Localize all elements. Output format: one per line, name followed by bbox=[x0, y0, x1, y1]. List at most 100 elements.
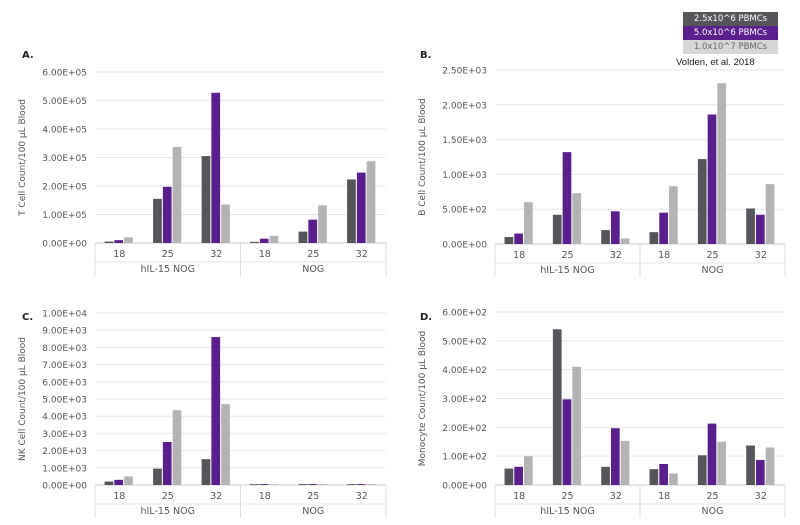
panel-label: B. bbox=[420, 50, 431, 61]
bar-50x106PBMCs-4 bbox=[707, 423, 717, 485]
x-tick-label: 18 bbox=[658, 250, 670, 261]
bar-10x107PBMCs-2 bbox=[221, 204, 230, 243]
bar-50x106PBMCs-0 bbox=[114, 240, 124, 243]
x-tick-label: 25 bbox=[307, 491, 319, 502]
bar-50x106PBMCs-3 bbox=[659, 463, 668, 485]
group-label: hIL-15 NOG bbox=[141, 506, 195, 517]
x-tick-label: 25 bbox=[162, 491, 174, 502]
bar-25x106PBMCs-3 bbox=[250, 241, 259, 243]
bar-10x107PBMCs-4 bbox=[717, 441, 727, 485]
panel-d: D. 0.00E+00 1.00E+02 2.00E+02 3.00E+02 4.00E+… bbox=[418, 309, 786, 518]
bar-10x107PBMCs-3 bbox=[269, 235, 279, 243]
y-axis-label: B Cell Count/100 µL Blood bbox=[418, 98, 428, 216]
bar-25x106PBMCs-0 bbox=[104, 241, 114, 243]
bar-25x106PBMCs-4 bbox=[298, 231, 308, 243]
bar-25x106PBMCs-5 bbox=[347, 179, 356, 243]
x-tick-label: 32 bbox=[356, 249, 368, 260]
bar-25x106PBMCs-2 bbox=[201, 459, 211, 485]
bar-25x106PBMCs-2 bbox=[601, 230, 610, 244]
bar-10x107PBMCs-5 bbox=[765, 184, 775, 244]
bar-25x106PBMCs-4 bbox=[697, 455, 707, 485]
x-tick-label: 32 bbox=[755, 250, 767, 261]
bar-25x106PBMCs-0 bbox=[104, 481, 114, 485]
bar-50x106PBMCs-0 bbox=[114, 479, 124, 485]
x-tick-label: 18 bbox=[113, 491, 125, 502]
bar-25x106PBMCs-1 bbox=[552, 214, 562, 244]
y-tick-label: 3.00E+03 bbox=[42, 430, 87, 440]
bar-25x106PBMCs-2 bbox=[601, 466, 610, 485]
x-tick-label: 25 bbox=[706, 491, 718, 502]
bar-10x107PBMCs-2 bbox=[620, 440, 630, 485]
y-tick-label: 0.00E+00 bbox=[442, 241, 487, 251]
bar-10x107PBMCs-5 bbox=[366, 484, 376, 485]
bar-50x106PBMCs-1 bbox=[162, 186, 172, 243]
y-tick-label: 2.00E+03 bbox=[442, 101, 487, 111]
x-tick-label: 25 bbox=[307, 249, 319, 260]
y-tick-label: 3.00E+05 bbox=[42, 154, 87, 164]
x-tick-label: 32 bbox=[210, 491, 222, 502]
x-tick-label: 18 bbox=[259, 491, 271, 502]
y-tick-label: 1.00E+04 bbox=[42, 310, 87, 320]
bar-10x107PBMCs-4 bbox=[318, 205, 327, 243]
bar-10x107PBMCs-0 bbox=[124, 476, 133, 485]
y-tick-label: 5.00E+02 bbox=[442, 206, 487, 216]
legend-item-0: 2.5x10^6 PBMCs bbox=[683, 12, 778, 26]
bar-25x106PBMCs-3 bbox=[250, 484, 259, 485]
bar-10x107PBMCs-1 bbox=[572, 193, 582, 244]
y-axis-label: Monocyte Count/100 µL Blood bbox=[418, 331, 428, 466]
y-tick-label: 2.00E+03 bbox=[42, 447, 87, 457]
group-label: hIL-15 NOG bbox=[141, 264, 195, 275]
bar-50x106PBMCs-3 bbox=[259, 238, 269, 243]
y-tick-label: 4.00E+05 bbox=[42, 126, 87, 136]
group-label: NOG bbox=[302, 506, 324, 517]
bar-50x106PBMCs-5 bbox=[755, 459, 765, 485]
y-tick-label: 5.00E+05 bbox=[42, 97, 87, 107]
y-tick-label: 5.00E+02 bbox=[442, 337, 487, 347]
panel-a: A. 0.00E+00 1.00E+05 2.00E+05 3.00E+05 4.00E+… bbox=[18, 50, 387, 276]
bar-50x106PBMCs-5 bbox=[755, 214, 765, 244]
bar-10x107PBMCs-0 bbox=[124, 237, 133, 243]
bar-25x106PBMCs-0 bbox=[504, 237, 514, 244]
bar-10x107PBMCs-1 bbox=[172, 146, 182, 243]
bar-50x106PBMCs-1 bbox=[162, 442, 172, 485]
y-tick-label: 0.00E+00 bbox=[42, 240, 87, 250]
x-tick-label: 25 bbox=[706, 250, 718, 261]
group-label: NOG bbox=[702, 506, 724, 517]
bar-50x106PBMCs-5 bbox=[356, 484, 366, 485]
y-tick-label: 2.00E+05 bbox=[42, 183, 87, 193]
panel-label: C. bbox=[22, 312, 33, 323]
y-tick-label: 6.00E+03 bbox=[42, 378, 87, 388]
group-label: hIL-15 NOG bbox=[540, 506, 594, 517]
bar-25x106PBMCs-0 bbox=[504, 468, 514, 485]
bar-10x107PBMCs-5 bbox=[765, 447, 775, 485]
y-tick-label: 2.00E+02 bbox=[442, 424, 487, 434]
x-tick-label: 32 bbox=[755, 491, 767, 502]
bar-25x106PBMCs-5 bbox=[347, 484, 356, 485]
y-axis-label: NK Cell Count/100 µL Blood bbox=[18, 337, 28, 461]
panel-b: B. 0.00E+00 5.00E+02 1.00E+03 1.50E+03 2.00E+… bbox=[418, 50, 786, 277]
bar-10x107PBMCs-3 bbox=[269, 484, 279, 485]
y-tick-label: 9.00E+03 bbox=[42, 327, 87, 337]
y-tick-label: 3.00E+02 bbox=[442, 395, 487, 405]
y-tick-label: 1.00E+05 bbox=[42, 211, 87, 221]
y-tick-label: 1.00E+02 bbox=[442, 453, 487, 463]
y-tick-label: 2.50E+03 bbox=[442, 67, 487, 77]
legend-item-1: 5.0x10^6 PBMCs bbox=[683, 26, 778, 40]
bar-25x106PBMCs-5 bbox=[746, 208, 755, 244]
bar-50x106PBMCs-4 bbox=[308, 219, 318, 243]
y-tick-label: 0.00E+00 bbox=[42, 482, 87, 492]
bar-50x106PBMCs-1 bbox=[562, 399, 572, 485]
y-tick-label: 7.00E+03 bbox=[42, 361, 87, 371]
x-tick-label: 18 bbox=[259, 249, 271, 260]
bar-10x107PBMCs-2 bbox=[620, 238, 630, 244]
bar-10x107PBMCs-3 bbox=[669, 473, 678, 485]
bar-10x107PBMCs-0 bbox=[524, 202, 533, 244]
panel-c: C. 0.00E+00 1.00E+03 2.00E+03 3.00E+03 4.00E+… bbox=[18, 310, 387, 518]
bar-10x107PBMCs-4 bbox=[717, 83, 727, 244]
y-tick-label: 1.50E+03 bbox=[442, 136, 487, 146]
group-label: NOG bbox=[302, 264, 324, 275]
bar-50x106PBMCs-2 bbox=[610, 428, 620, 485]
x-tick-label: 32 bbox=[610, 491, 622, 502]
legend-item-2: 1.0x10^7 PBMCs bbox=[683, 40, 778, 54]
y-axis-label: T Cell Count/100 µL Blood bbox=[18, 99, 28, 217]
